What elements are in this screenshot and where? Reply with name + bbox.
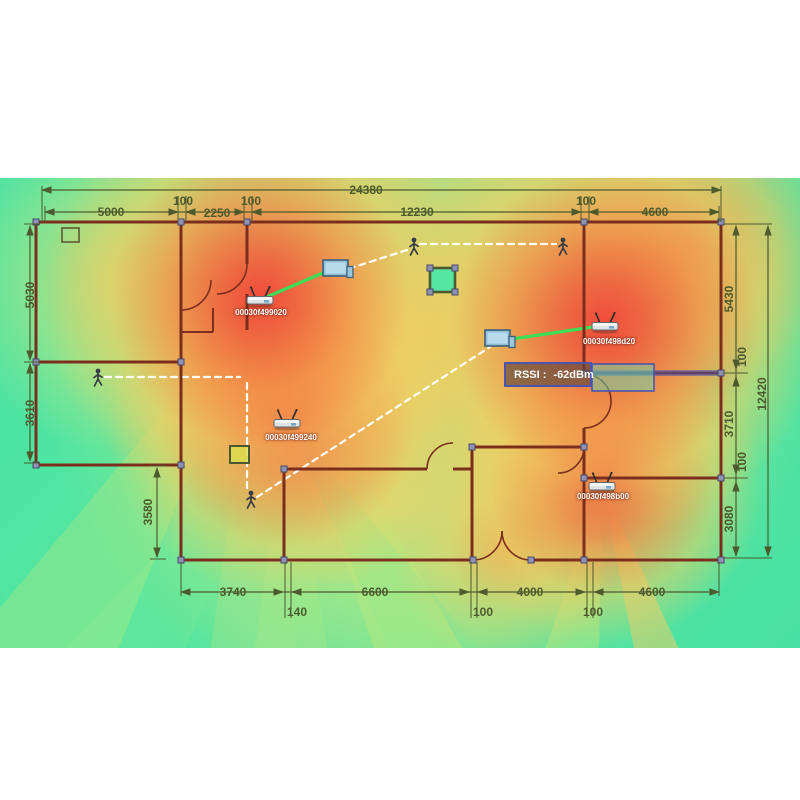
rssi-tooltip-label: RSSI : xyxy=(514,368,547,381)
dim-label-bottom-100a: 100 xyxy=(472,605,494,619)
dim-label-bottom-3740: 3740 xyxy=(219,585,247,599)
dim-label-right-100b: 100 xyxy=(735,451,749,473)
access-point-icon[interactable] xyxy=(591,312,619,334)
dim-label-right-3080: 3080 xyxy=(722,505,736,533)
dim-label-left-5030: 5030 xyxy=(23,281,37,309)
walk-path-dashed xyxy=(103,242,558,499)
dim-label-top-100b: 100 xyxy=(240,194,262,208)
dim-label-bottom-140: 140 xyxy=(286,605,308,619)
dim-label-right-3710: 3710 xyxy=(722,410,736,438)
access-point-icon[interactable] xyxy=(588,472,616,494)
dim-label-left-3610: 3610 xyxy=(23,399,37,427)
access-point-icon[interactable] xyxy=(273,409,301,431)
dim-label-bottom-100b: 100 xyxy=(582,605,604,619)
person-icon[interactable] xyxy=(409,237,419,256)
dim-label-bottom-4000: 4000 xyxy=(516,585,544,599)
coverage-heatmap xyxy=(0,178,800,648)
dim-label-right-5430: 5430 xyxy=(722,285,736,313)
dim-label-top-total: 24380 xyxy=(349,183,383,197)
dim-label-top-100c: 100 xyxy=(575,194,597,208)
person-icon[interactable] xyxy=(558,237,568,256)
dim-label-top-100a: 100 xyxy=(172,194,194,208)
ap-mac-label: 00030f499240 xyxy=(265,433,317,442)
rssi-tooltip-value: -62dBm xyxy=(553,368,594,381)
laptop-icon[interactable] xyxy=(322,259,354,279)
dim-label-bottom-6600: 6600 xyxy=(361,585,389,599)
ap-mac-label: 00030f499020 xyxy=(235,308,287,317)
person-icon[interactable] xyxy=(246,490,256,509)
dimension-lines xyxy=(24,186,772,618)
selected-door[interactable] xyxy=(229,363,655,464)
dim-label-top-4600: 4600 xyxy=(641,205,669,219)
dim-label-top-2250: 2250 xyxy=(203,206,231,220)
table-object[interactable] xyxy=(426,264,459,296)
dim-label-right-100a: 100 xyxy=(735,346,749,368)
window xyxy=(61,227,80,243)
dim-label-top-12230: 12230 xyxy=(400,205,434,219)
ap-mac-label: 00030f498d20 xyxy=(582,337,636,346)
access-point-icon[interactable] xyxy=(246,286,274,308)
person-icon[interactable] xyxy=(93,368,103,387)
walls xyxy=(34,220,723,562)
laptop-icon[interactable] xyxy=(484,329,516,349)
rssi-tooltip: RSSI : -62dBm xyxy=(504,362,594,387)
dim-label-bottom-4600: 4600 xyxy=(638,585,666,599)
dim-label-right-total: 12420 xyxy=(755,377,769,411)
dim-label-top-5000: 5000 xyxy=(97,205,125,219)
ap-mac-label: 00030f498b00 xyxy=(576,492,630,501)
dim-label-left-3580: 3580 xyxy=(141,498,155,526)
